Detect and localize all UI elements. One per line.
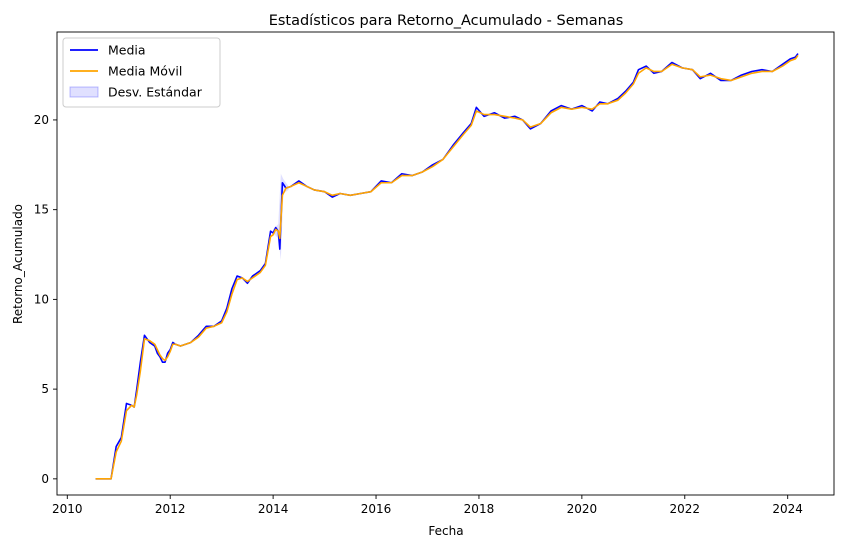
x-axis: 2010 2012 2014 2016 2018 2020 2022 2024 bbox=[52, 495, 803, 516]
x-tick-label: 2022 bbox=[670, 502, 701, 516]
x-axis-title: Fecha bbox=[428, 524, 463, 538]
x-tick-label: 2024 bbox=[772, 502, 803, 516]
plot-frame bbox=[56, 31, 835, 496]
y-tick-label: 15 bbox=[34, 203, 49, 217]
x-tick-label: 2014 bbox=[258, 502, 289, 516]
legend-swatch-band bbox=[69, 86, 99, 98]
y-axis: 0 5 10 15 20 bbox=[34, 113, 57, 486]
x-tick-label: 2018 bbox=[464, 502, 495, 516]
legend-label: Media Móvil bbox=[108, 64, 182, 79]
legend-label: Desv. Estándar bbox=[108, 85, 203, 100]
y-axis-title: Retorno_Acumulado bbox=[11, 204, 25, 324]
y-tick-label: 20 bbox=[34, 113, 49, 127]
x-tick-label: 2012 bbox=[155, 502, 186, 516]
y-tick-label: 0 bbox=[41, 472, 49, 486]
legend-label: Media bbox=[108, 43, 146, 58]
series-line-media-movil bbox=[95, 54, 799, 480]
chart-title: Estadísticos para Retorno_Acumulado - Se… bbox=[269, 13, 624, 29]
y-tick-label: 5 bbox=[41, 382, 49, 396]
legend-entries: Media Media Móvil Desv. Estándar bbox=[69, 43, 203, 100]
x-tick-label: 2016 bbox=[361, 502, 392, 516]
x-tick-label: 2020 bbox=[567, 502, 598, 516]
x-tick-label: 2010 bbox=[52, 502, 83, 516]
series-layer bbox=[95, 53, 799, 480]
plot-area bbox=[56, 31, 835, 496]
legend-box bbox=[62, 37, 221, 108]
y-tick-label: 10 bbox=[34, 292, 49, 306]
legend: Media Media Móvil Desv. Estándar bbox=[62, 37, 221, 108]
